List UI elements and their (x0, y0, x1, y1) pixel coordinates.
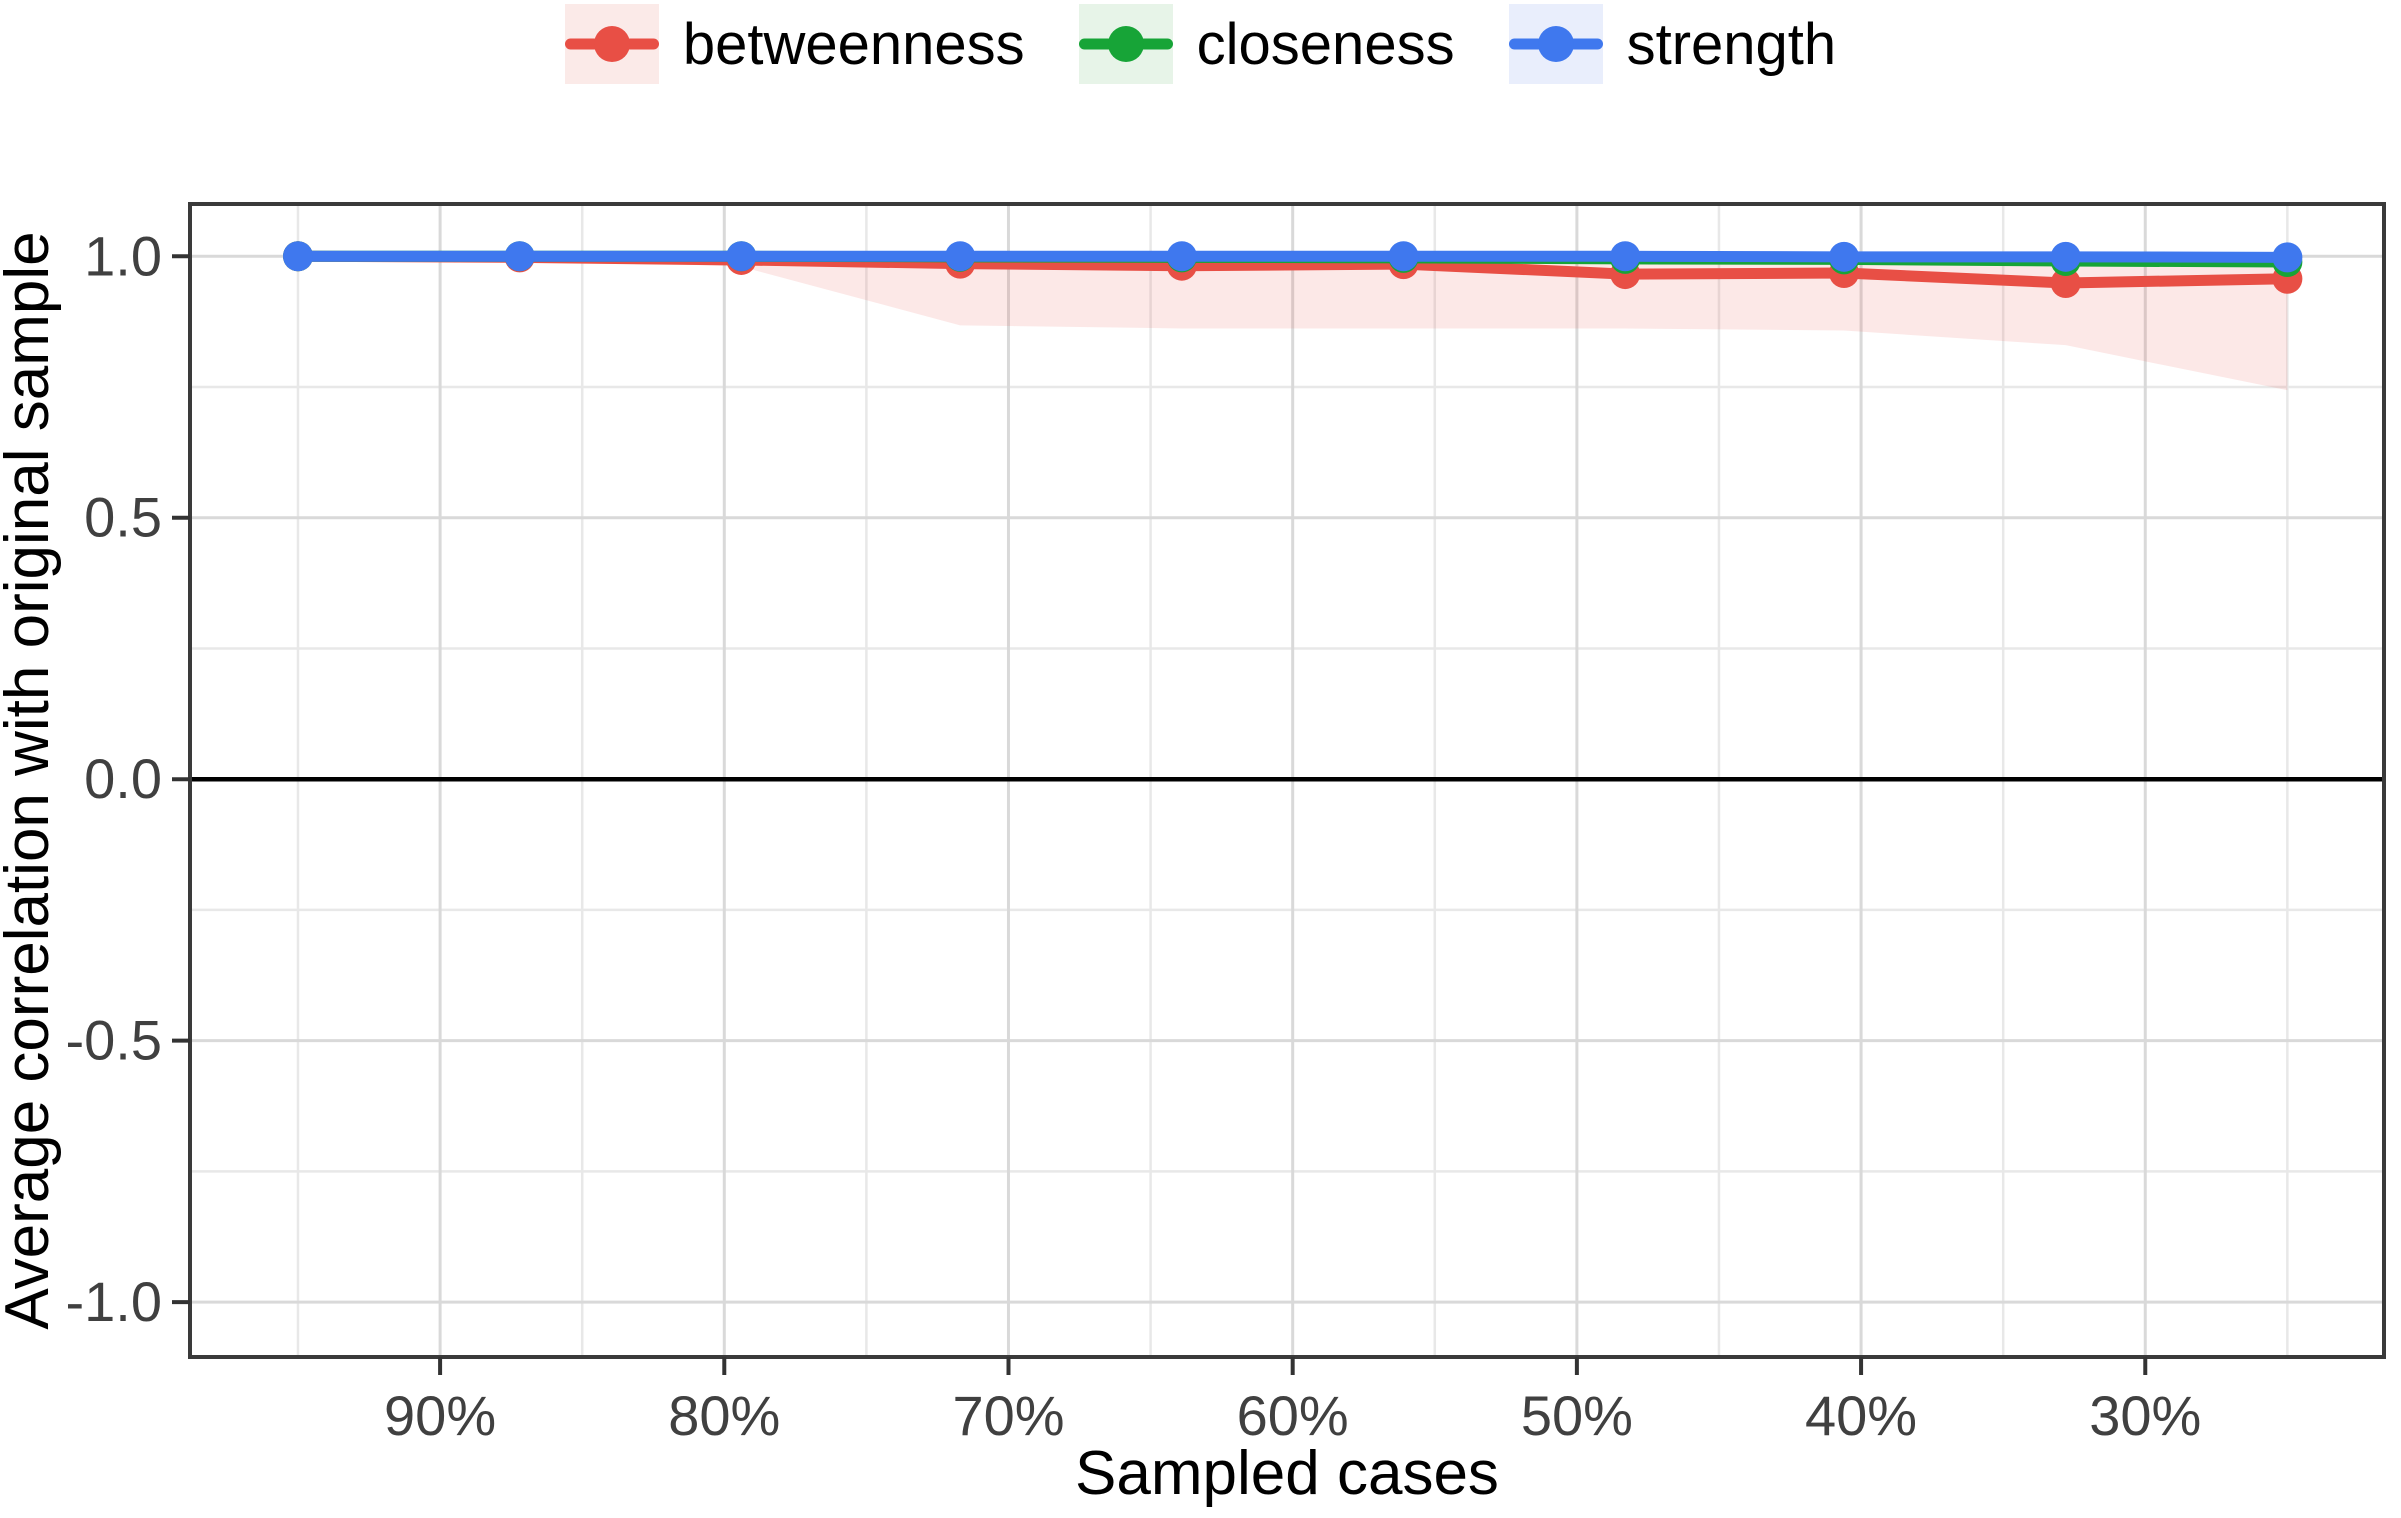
y-tick-label: 1.0 (84, 224, 162, 287)
strength-point (2272, 242, 2303, 273)
legend-key-dot (593, 26, 630, 62)
betweenness-point (2050, 267, 2081, 298)
strength-line (292, 250, 2293, 263)
strength-point (1829, 241, 1860, 272)
x-tick-label: 50% (1521, 1384, 1633, 1447)
legend-item-betweenness: betweenness (564, 4, 1025, 84)
y-tick-label: 0.5 (84, 486, 162, 549)
legend-label-betweenness: betweenness (682, 11, 1025, 77)
x-tick-label: 80% (668, 1384, 780, 1447)
strength-point (726, 241, 757, 272)
x-tick-label: 90% (384, 1384, 496, 1447)
y-tick-label: 0.0 (84, 747, 162, 810)
strength-point (1388, 241, 1419, 272)
legend-key-betweenness-icon (564, 4, 659, 84)
legend-label-strength: strength (1626, 11, 1837, 77)
legend-label-closeness: closeness (1196, 11, 1455, 77)
x-tick-label: 30% (2089, 1384, 2201, 1447)
x-tick-label: 60% (1237, 1384, 1349, 1447)
strength-point (2050, 241, 2081, 272)
strength-point (945, 241, 976, 272)
strength-point (1610, 241, 1641, 272)
strength-point (1166, 241, 1197, 272)
chart-legend: betweenness closeness strength (0, 4, 2401, 84)
x-axis-title: Sampled cases (1075, 1439, 1499, 1508)
legend-key-dot (1537, 26, 1574, 62)
legend-item-strength: strength (1508, 4, 1837, 84)
legend-key-strength-icon (1508, 4, 1603, 84)
y-tick-label: -0.5 (66, 1009, 163, 1072)
legend-key-dot (1107, 26, 1144, 62)
y-tick-label: -1.0 (66, 1270, 163, 1333)
legend-key-closeness-icon (1078, 4, 1173, 84)
strength-point (504, 241, 535, 272)
betweenness-ribbon (297, 256, 2288, 391)
y-axis-title: Average correlation with original sample (0, 231, 62, 1329)
legend-item-closeness: closeness (1078, 4, 1455, 84)
x-tick-label: 40% (1805, 1384, 1917, 1447)
strength-point (282, 241, 313, 272)
x-tick-label: 70% (952, 1384, 1064, 1447)
